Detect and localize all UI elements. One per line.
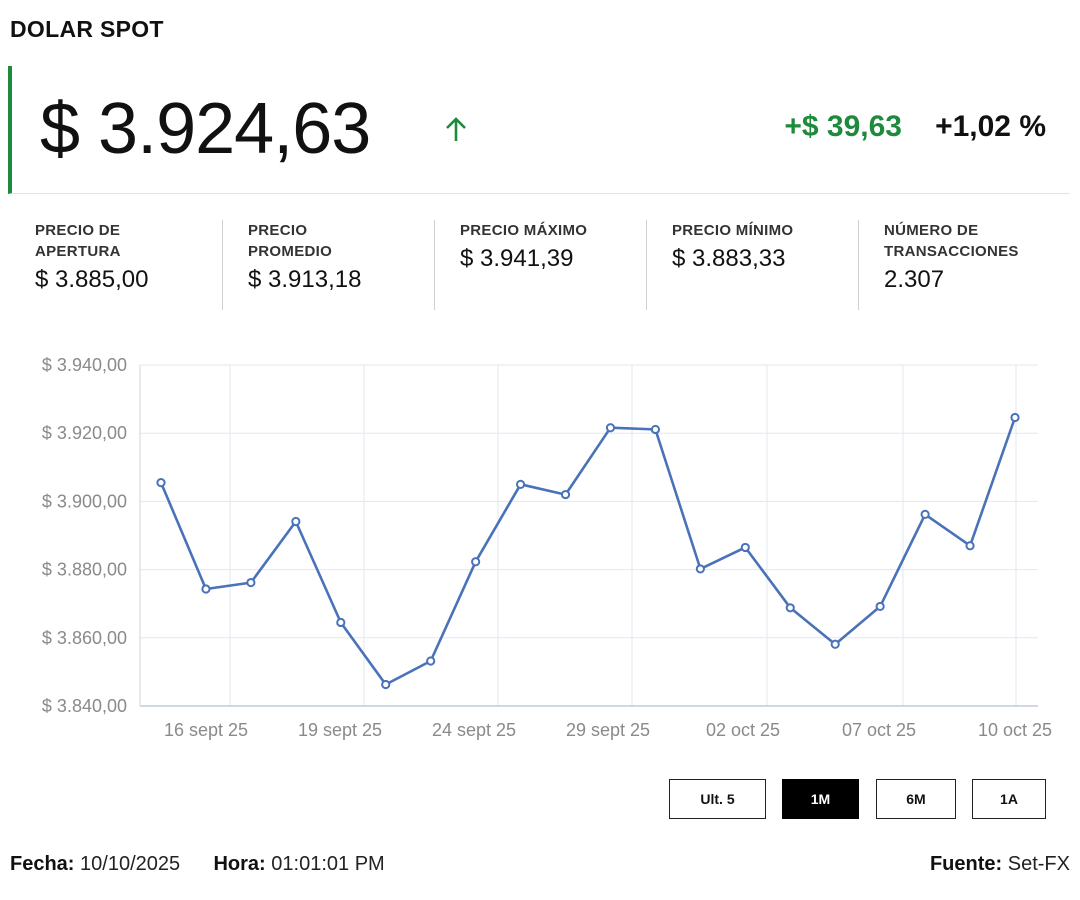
range-button-6m[interactable]: 6M <box>876 779 956 819</box>
range-button-1m[interactable]: 1M <box>782 779 859 819</box>
y-tick-label: $ 3.920,00 <box>42 423 127 443</box>
stat-value: $ 3.941,39 <box>460 245 574 272</box>
time-value: 01:01:01 PM <box>271 853 385 875</box>
date-value: 10/10/2025 <box>80 853 181 875</box>
data-point <box>875 601 885 612</box>
data-point <box>246 577 256 588</box>
x-tick-label: 29 sept 25 <box>566 720 650 740</box>
data-point <box>201 584 211 594</box>
stat-label: PRECIO MÁXIMO <box>460 222 588 239</box>
arrow-up-icon <box>446 117 466 141</box>
data-point <box>381 679 391 690</box>
x-tick-label: 16 sept 25 <box>164 720 248 740</box>
stats-row: PRECIO DE APERTURA $ 3.885,00 PRECIO PRO… <box>10 220 1070 310</box>
x-tick-label: 07 oct 25 <box>842 720 916 740</box>
page-title: DOLAR SPOT <box>10 16 164 42</box>
data-point <box>965 541 975 551</box>
footer-datetime: Fecha: 10/10/2025 Hora: 01:01:01 PM <box>10 853 385 876</box>
x-tick-label: 02 oct 25 <box>706 720 780 740</box>
stat-label: PRECIO DE APERTURA <box>35 222 121 260</box>
time-label: Hora: <box>213 853 266 875</box>
data-point <box>785 603 795 613</box>
y-tick-label: $ 3.940,00 <box>42 355 127 375</box>
stat-value: $ 3.885,00 <box>35 266 149 293</box>
stat-transactions: NÚMERO DE TRANSACCIONES 2.307 <box>858 220 1070 310</box>
range-button-1a[interactable]: 1A <box>972 779 1046 819</box>
range-button-ult5[interactable]: Ult. 5 <box>669 779 766 819</box>
y-tick-label: $ 3.840,00 <box>42 696 127 716</box>
data-point <box>426 656 436 666</box>
data-point <box>695 564 705 574</box>
data-point <box>830 639 840 649</box>
data-point <box>156 478 166 488</box>
y-tick-label: $ 3.900,00 <box>42 491 127 511</box>
change-absolute: +$ 39,63 <box>784 110 902 143</box>
data-point <box>605 423 616 433</box>
data-point <box>515 479 526 489</box>
data-point <box>471 557 481 567</box>
data-point <box>920 509 930 519</box>
data-point <box>650 424 661 435</box>
stat-label: PRECIO MÍNIMO <box>672 222 794 239</box>
data-point <box>291 516 301 527</box>
x-tick-label: 24 sept 25 <box>432 720 516 740</box>
price-panel: $ 3.924,63 +$ 39,63 +1,02 % <box>8 66 1070 194</box>
stat-max-price: PRECIO MÁXIMO $ 3.941,39 <box>434 220 646 310</box>
data-point <box>560 489 571 500</box>
price-line-chart: $ 3.940,00 $ 3.920,00 $ 3.900,00 $ 3.880,00… <box>42 355 1052 740</box>
y-tick-label: $ 3.860,00 <box>42 628 127 648</box>
footer-source: Fuente: Set-FX <box>930 853 1070 876</box>
x-tick-label: 19 sept 25 <box>298 720 382 740</box>
source-label: Fuente: <box>929 853 1003 875</box>
data-point <box>1010 412 1020 423</box>
change-percent: +1,02 % <box>935 110 1046 143</box>
current-price: $ 3.924,63 <box>40 89 371 169</box>
data-point <box>740 542 750 553</box>
stat-opening-price: PRECIO DE APERTURA $ 3.885,00 <box>10 220 222 310</box>
stat-value: 2.307 <box>884 266 945 293</box>
stat-min-price: PRECIO MÍNIMO $ 3.883,33 <box>646 220 858 310</box>
stat-value: $ 3.883,33 <box>672 245 786 272</box>
stat-value: $ 3.913,18 <box>248 266 362 293</box>
date-label: Fecha: <box>10 853 75 875</box>
y-tick-label: $ 3.880,00 <box>42 560 127 580</box>
stat-label: PRECIO PROMEDIO <box>248 222 333 260</box>
stat-label: NÚMERO DE TRANSACCIONES <box>884 222 1019 260</box>
source-value: Set-FX <box>1007 853 1070 875</box>
data-point <box>336 617 346 628</box>
series-line <box>159 417 1017 686</box>
x-tick-label: 10 oct 25 <box>978 720 1052 740</box>
stat-average-price: PRECIO PROMEDIO $ 3.913,18 <box>222 220 434 310</box>
